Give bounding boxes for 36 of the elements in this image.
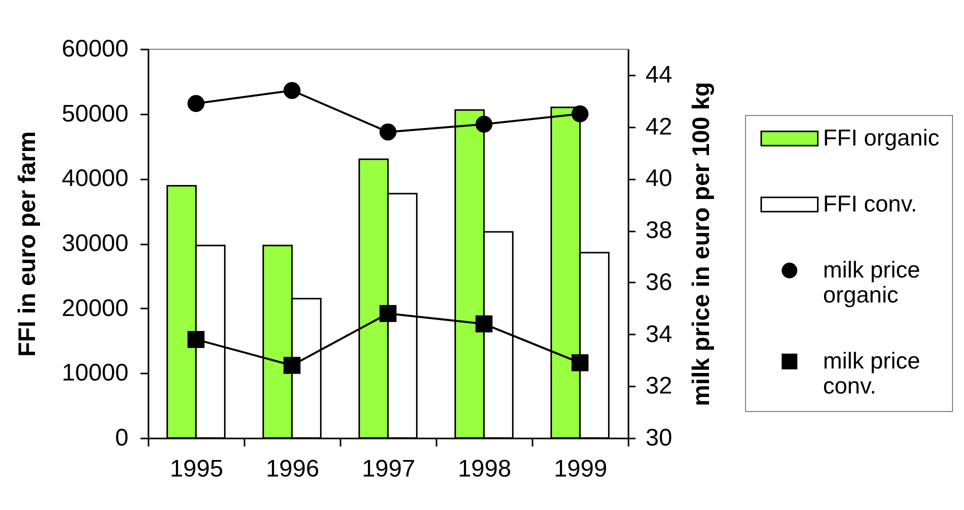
x-tick-label: 1997 xyxy=(362,456,416,482)
legend-label: milk price conv. xyxy=(823,348,920,398)
y2-tick-label: 34 xyxy=(646,320,672,348)
y2-tick-label: 38 xyxy=(646,217,672,244)
point xyxy=(476,116,492,133)
point xyxy=(188,94,204,112)
y-axis-title: FFI in euro per farm xyxy=(14,131,41,357)
y-tick-label: 40000 xyxy=(62,165,128,192)
y2-tick-label: 36 xyxy=(646,268,672,296)
legend-label: FFI conv. xyxy=(823,190,918,216)
x-tick-label: 1996 xyxy=(266,456,320,482)
point xyxy=(476,315,492,332)
legend-label: milk price organic xyxy=(823,256,920,308)
y-tick-label: 10000 xyxy=(62,360,128,387)
y-tick-label: 0 xyxy=(115,424,128,452)
point xyxy=(284,82,300,99)
point xyxy=(188,330,204,348)
y2-tick-label: 42 xyxy=(646,113,672,140)
y2-axis-title: milk price in euro per 100 kg xyxy=(688,82,716,406)
y-tick-label: 30000 xyxy=(62,230,128,257)
y2-tick-label: 32 xyxy=(646,372,672,400)
point xyxy=(572,105,588,122)
point xyxy=(284,356,300,374)
point xyxy=(380,124,396,140)
x-tick-label: 1998 xyxy=(458,456,512,482)
y2-tick-label: 30 xyxy=(646,424,672,452)
legend-label: FFI organic xyxy=(823,124,940,150)
point xyxy=(380,305,396,322)
point xyxy=(572,354,588,372)
y-tick-label: 20000 xyxy=(62,294,128,322)
x-tick-label: 1995 xyxy=(170,456,224,482)
x-tick-label: 1999 xyxy=(554,456,608,482)
y2-tick-label: 40 xyxy=(646,165,672,192)
y2-tick-label: 44 xyxy=(646,61,672,88)
y-tick-label: 60000 xyxy=(62,36,128,62)
y-tick-label: 50000 xyxy=(62,100,128,128)
